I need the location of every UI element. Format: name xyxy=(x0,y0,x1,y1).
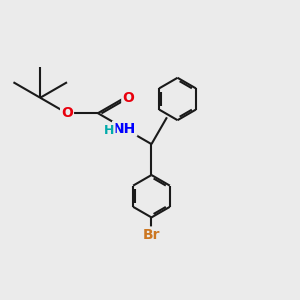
Text: H: H xyxy=(104,124,115,136)
Text: NH: NH xyxy=(113,122,136,136)
Text: O: O xyxy=(61,106,73,120)
Text: O: O xyxy=(122,91,134,105)
Text: Br: Br xyxy=(143,227,160,242)
